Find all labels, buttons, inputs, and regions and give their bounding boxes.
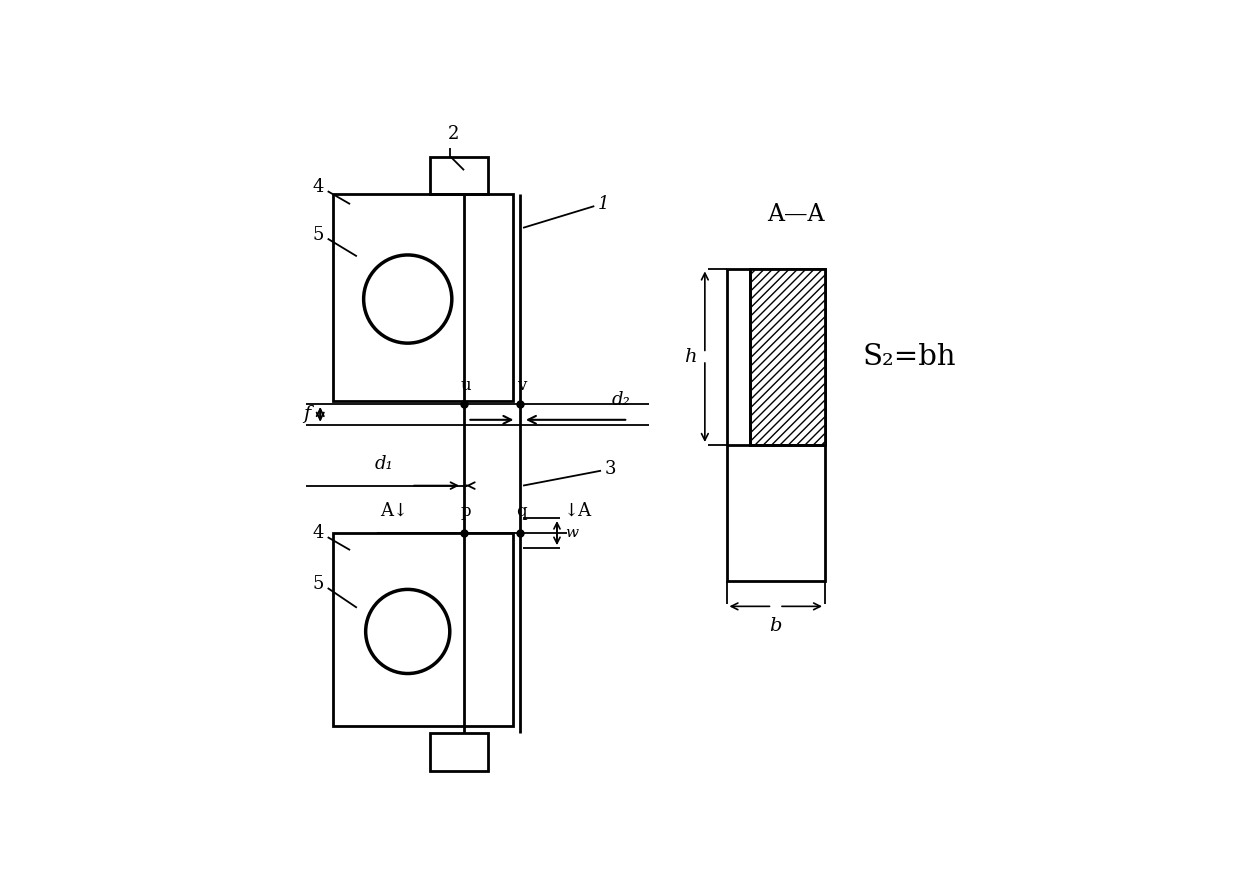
Text: p: p xyxy=(461,502,471,520)
Text: 1: 1 xyxy=(597,195,610,213)
Text: 5: 5 xyxy=(313,226,325,244)
Text: 2: 2 xyxy=(447,125,458,143)
Text: 5: 5 xyxy=(313,575,325,593)
Text: A—A: A—A xyxy=(767,204,825,226)
Text: d₂: d₂ xyxy=(612,391,631,409)
Text: A↓: A↓ xyxy=(380,501,408,520)
Polygon shape xyxy=(751,269,825,445)
Text: h: h xyxy=(684,348,696,366)
Text: v: v xyxy=(517,377,527,394)
Text: 4: 4 xyxy=(313,524,325,542)
Text: b: b xyxy=(769,618,782,635)
Text: 3: 3 xyxy=(605,460,616,478)
Text: S₂=bh: S₂=bh xyxy=(864,343,957,371)
Text: 4: 4 xyxy=(313,178,325,196)
Text: w: w xyxy=(565,526,579,540)
Text: u: u xyxy=(461,377,471,394)
Text: q: q xyxy=(517,502,527,520)
Text: ↓A: ↓A xyxy=(564,501,591,520)
Text: d₁: d₁ xyxy=(374,455,393,473)
Text: f: f xyxy=(304,405,311,424)
